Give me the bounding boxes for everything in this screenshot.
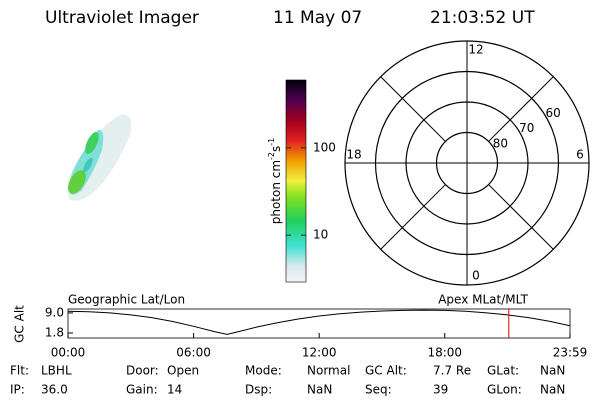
polar-ring — [374, 70, 560, 256]
polar-ring — [405, 101, 529, 225]
field-value: NaN — [307, 383, 332, 397]
field-label: GLon: — [487, 383, 522, 397]
polar-mlt-label: 12 — [468, 43, 483, 57]
y-tick-label: 9.0 — [45, 305, 64, 319]
field-label: GLat: — [487, 364, 519, 378]
field-label: Seq: — [365, 383, 392, 397]
field-value: 36.0 — [41, 383, 68, 397]
colorbar-tick-label: 100 — [313, 140, 336, 154]
orbit-altitude-line — [67, 309, 571, 335]
right-label: Apex MLat/MLT — [438, 293, 528, 307]
field-label: IP: — [10, 383, 25, 397]
x-tick-label: 12:00 — [302, 346, 337, 360]
polar-ring — [435, 131, 499, 195]
field-value: 7.7 Re — [433, 364, 471, 378]
field-value: LBHL — [41, 364, 72, 378]
y-axis-label: GC Alt — [13, 305, 27, 343]
date: 11 May 07 — [273, 8, 362, 28]
x-tick-label: 18:00 — [427, 346, 462, 360]
x-tick-label: 06:00 — [176, 346, 211, 360]
field-label: Flt: — [10, 364, 29, 378]
field-value: 14 — [167, 383, 182, 397]
field-label: GC Alt: — [365, 364, 407, 378]
colorbar-label: photon cm-2s-1 — [267, 138, 283, 225]
aurora-image — [67, 114, 132, 201]
field-value: Open — [167, 364, 199, 378]
colorbar — [285, 79, 307, 283]
field-label: Gain: — [126, 383, 158, 397]
x-tick-label: 00:00 — [51, 346, 86, 360]
y-tick-label: 1.8 — [45, 325, 64, 339]
colorbar-tick-label: 10 — [313, 228, 328, 242]
polar-spoke — [488, 184, 554, 250]
field-label: Mode: — [245, 364, 282, 378]
polar-mlt-label: 0 — [472, 269, 480, 283]
polar-ring-label: 80 — [493, 136, 508, 150]
polar-mlt-label: 6 — [576, 148, 584, 162]
field-value: Normal — [307, 364, 350, 378]
field-label: Dsp: — [245, 383, 272, 397]
field-value: 39 — [433, 383, 448, 397]
polar-spoke — [380, 184, 446, 250]
polar-ring-label: 60 — [546, 106, 561, 120]
polar-mlt-label: 18 — [346, 148, 361, 162]
x-tick-label: 23:59 — [553, 346, 588, 360]
time: 21:03:52 UT — [430, 8, 535, 28]
field-label: Door: — [126, 364, 159, 378]
polar-spoke — [488, 76, 554, 142]
polar-spoke — [380, 76, 446, 142]
field-value: NaN — [540, 364, 565, 378]
title: Ultraviolet Imager — [45, 8, 199, 28]
polar-ring-label: 70 — [519, 121, 534, 135]
left-label: Geographic Lat/Lon — [68, 293, 185, 307]
field-value: NaN — [540, 383, 565, 397]
